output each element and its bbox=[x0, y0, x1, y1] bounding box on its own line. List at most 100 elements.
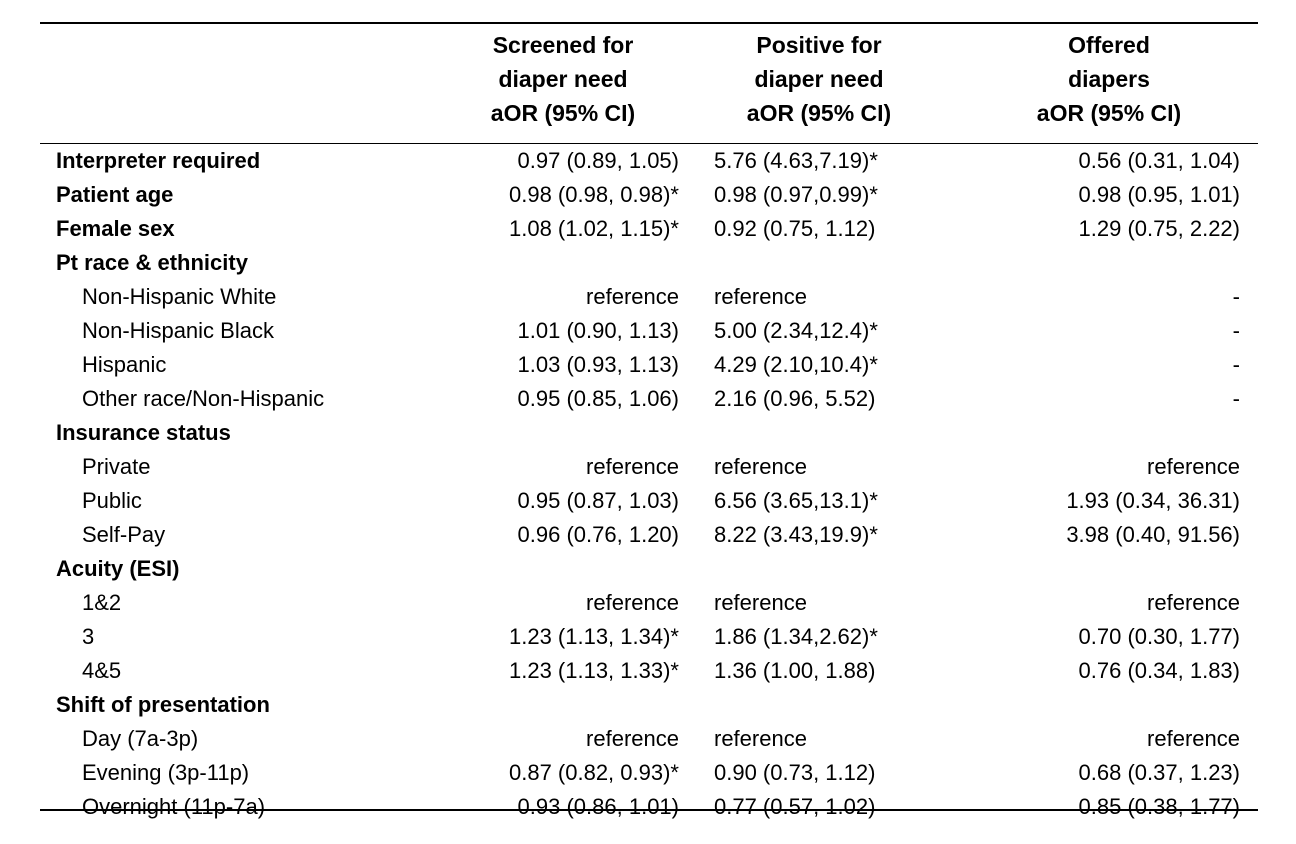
table-row: Evening (3p-11p) 0.87 (0.82, 0.93)* 0.90 (… bbox=[40, 756, 1258, 790]
table-row: Hispanic 1.03 (0.93, 1.13) 4.29 (2.10,10.4… bbox=[40, 348, 1258, 382]
cell-screened: 0.93 (0.86, 1.01) bbox=[517, 794, 679, 819]
header-line: diaper need bbox=[498, 66, 628, 92]
table-row: 3 1.23 (1.13, 1.34)* 1.86 (1.34,2.62)* 0.70… bbox=[40, 620, 1258, 654]
cell-positive: 1.86 (1.34,2.62)* bbox=[714, 624, 878, 649]
header-rule bbox=[40, 143, 1258, 144]
table-row: Pt race & ethnicity bbox=[40, 246, 1258, 280]
cell-screened: reference bbox=[586, 726, 679, 751]
header-line: aOR (95% CI) bbox=[746, 100, 892, 126]
cell-screened: reference bbox=[586, 590, 679, 615]
table-row: 1&2 reference reference reference bbox=[40, 586, 1258, 620]
table-row: Non-Hispanic White reference reference - bbox=[40, 280, 1258, 314]
cell-offered: reference bbox=[1147, 726, 1240, 751]
table-row: Acuity (ESI) bbox=[40, 552, 1258, 586]
table-row: 4&5 1.23 (1.13, 1.33)* 1.36 (1.00, 1.88) 0.… bbox=[40, 654, 1258, 688]
row-label: Patient age bbox=[56, 182, 174, 207]
row-label: Insurance status bbox=[56, 420, 231, 445]
row-label: Non-Hispanic White bbox=[82, 284, 277, 309]
header-positive: Positive for diaper need aOR (95% CI) bbox=[704, 28, 934, 138]
cell-screened: 0.95 (0.85, 1.06) bbox=[517, 386, 679, 411]
cell-offered: 0.76 (0.34, 1.83) bbox=[1078, 658, 1240, 683]
header-line: Positive for bbox=[756, 32, 882, 58]
cell-screened: 0.96 (0.76, 1.20) bbox=[517, 522, 679, 547]
table-bottom-rule bbox=[40, 809, 1258, 811]
table-row: Insurance status bbox=[40, 416, 1258, 450]
cell-offered: 0.85 (0.38, 1.77) bbox=[1078, 794, 1240, 819]
cell-offered: - bbox=[1232, 284, 1240, 309]
cell-offered: 0.98 (0.95, 1.01) bbox=[1078, 182, 1240, 207]
cell-offered: 0.68 (0.37, 1.23) bbox=[1078, 760, 1240, 785]
cell-screened: reference bbox=[586, 284, 679, 309]
table-row: Female sex 1.08 (1.02, 1.15)* 0.92 (0.75, … bbox=[40, 212, 1258, 246]
row-label: 3 bbox=[82, 624, 95, 649]
table-row: Other race/Non-Hispanic 0.95 (0.85, 1.06)… bbox=[40, 382, 1258, 416]
cell-positive: 2.16 (0.96, 5.52) bbox=[714, 386, 876, 411]
cell-positive: 5.00 (2.34,12.4)* bbox=[714, 318, 878, 343]
cell-screened: 0.87 (0.82, 0.93)* bbox=[508, 760, 679, 785]
header-line: diapers bbox=[1068, 66, 1150, 92]
cell-offered: 0.56 (0.31, 1.04) bbox=[1078, 148, 1240, 173]
cell-positive: 0.77 (0.57, 1.02) bbox=[714, 794, 876, 819]
header-line: Offered bbox=[1068, 32, 1150, 58]
table-row: Overnight (11p-7a) 0.93 (0.86, 1.01) 0.77 … bbox=[40, 790, 1258, 824]
row-label: Overnight (11p-7a) bbox=[82, 794, 266, 819]
cell-offered: 1.93 (0.34, 36.31) bbox=[1066, 488, 1240, 513]
row-label: Pt race & ethnicity bbox=[56, 250, 248, 275]
row-label: 4&5 bbox=[82, 658, 122, 683]
cell-positive: reference bbox=[714, 590, 807, 615]
cell-screened: 1.08 (1.02, 1.15)* bbox=[508, 216, 679, 241]
cell-offered: 0.70 (0.30, 1.77) bbox=[1078, 624, 1240, 649]
row-label: Public bbox=[82, 488, 142, 513]
header-line: aOR (95% CI) bbox=[490, 100, 636, 126]
row-label: Acuity (ESI) bbox=[56, 556, 180, 581]
cell-positive: reference bbox=[714, 726, 807, 751]
table-row: Day (7a-3p) reference reference reference bbox=[40, 722, 1258, 756]
row-label: Hispanic bbox=[82, 352, 167, 377]
cell-screened: 1.23 (1.13, 1.34)* bbox=[508, 624, 679, 649]
cell-offered: reference bbox=[1147, 454, 1240, 479]
row-label: Private bbox=[82, 454, 151, 479]
header-line: aOR (95% CI) bbox=[1036, 100, 1182, 126]
row-label: 1&2 bbox=[82, 590, 122, 615]
cell-positive: reference bbox=[714, 284, 807, 309]
row-label: Non-Hispanic Black bbox=[82, 318, 274, 343]
cell-positive: 1.36 (1.00, 1.88) bbox=[714, 658, 876, 683]
row-label: Evening (3p-11p) bbox=[82, 760, 250, 785]
cell-screened: 1.03 (0.93, 1.13) bbox=[517, 352, 679, 377]
row-label: Shift of presentation bbox=[56, 692, 270, 717]
cell-positive: 4.29 (2.10,10.4)* bbox=[714, 352, 878, 377]
header-offered: Offered diapers aOR (95% CI) bbox=[994, 28, 1224, 138]
cell-screened: reference bbox=[586, 454, 679, 479]
table-row: Self-Pay 0.96 (0.76, 1.20) 8.22 (3.43,19.9… bbox=[40, 518, 1258, 552]
table-body: Interpreter required 0.97 (0.89, 1.05) 5.7… bbox=[40, 144, 1258, 824]
table-top-rule bbox=[40, 22, 1258, 24]
row-label: Female sex bbox=[56, 216, 175, 241]
table-row: Private reference reference reference bbox=[40, 450, 1258, 484]
cell-positive: 8.22 (3.43,19.9)* bbox=[714, 522, 878, 547]
row-label: Other race/Non-Hispanic bbox=[82, 386, 325, 411]
row-label: Interpreter required bbox=[56, 148, 261, 173]
cell-offered: - bbox=[1232, 318, 1240, 343]
cell-positive: 5.76 (4.63,7.19)* bbox=[714, 148, 878, 173]
cell-offered: reference bbox=[1147, 590, 1240, 615]
table-row: Non-Hispanic Black 1.01 (0.90, 1.13) 5.00 … bbox=[40, 314, 1258, 348]
cell-screened: 1.01 (0.90, 1.13) bbox=[517, 318, 679, 343]
header-line: Screened for bbox=[492, 32, 634, 58]
cell-positive: reference bbox=[714, 454, 807, 479]
cell-positive: 0.90 (0.73, 1.12) bbox=[714, 760, 876, 785]
row-label: Day (7a-3p) bbox=[82, 726, 199, 751]
table-row: Patient age 0.98 (0.98, 0.98)* 0.98 (0.97,… bbox=[40, 178, 1258, 212]
cell-screened: 0.97 (0.89, 1.05) bbox=[517, 148, 679, 173]
cell-offered: 3.98 (0.40, 91.56) bbox=[1066, 522, 1240, 547]
table-row: Shift of presentation bbox=[40, 688, 1258, 722]
cell-screened: 0.95 (0.87, 1.03) bbox=[517, 488, 679, 513]
cell-offered: - bbox=[1232, 386, 1240, 411]
cell-positive: 6.56 (3.65,13.1)* bbox=[714, 488, 878, 513]
cell-screened: 0.98 (0.98, 0.98)* bbox=[508, 182, 679, 207]
cell-positive: 0.92 (0.75, 1.12) bbox=[714, 216, 876, 241]
cell-offered: - bbox=[1232, 352, 1240, 377]
cell-screened: 1.23 (1.13, 1.33)* bbox=[508, 658, 679, 683]
cell-positive: 0.98 (0.97,0.99)* bbox=[714, 182, 878, 207]
table-row: Public 0.95 (0.87, 1.03) 6.56 (3.65,13.1)*… bbox=[40, 484, 1258, 518]
cell-offered: 1.29 (0.75, 2.22) bbox=[1078, 216, 1240, 241]
